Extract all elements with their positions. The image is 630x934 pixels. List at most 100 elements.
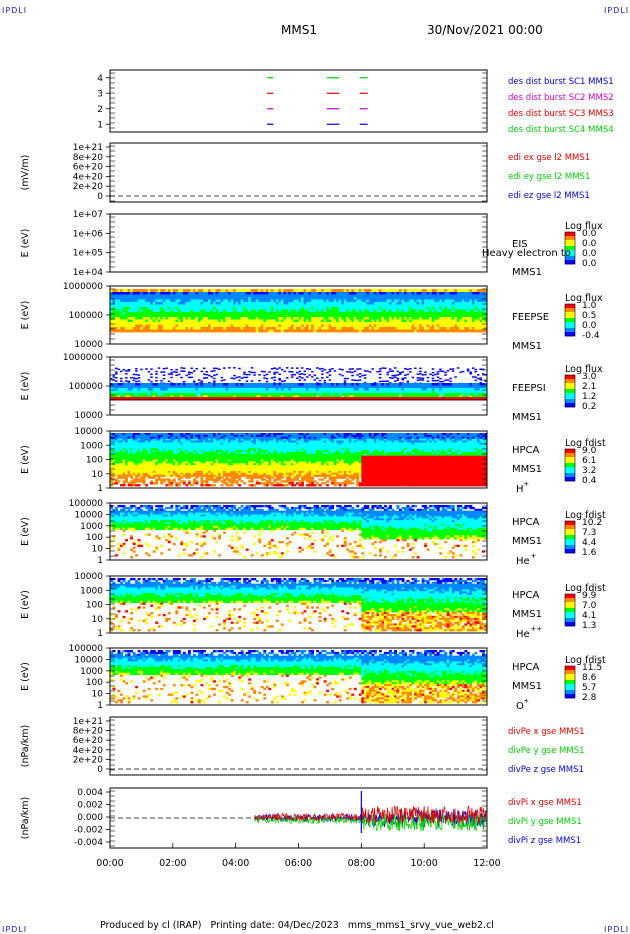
spectrogram-cell (115, 468, 118, 472)
spectrogram-cell (250, 397, 254, 399)
spectrogram-cell (152, 299, 156, 303)
spectrogram-cell (263, 304, 267, 308)
colorbar-title: Log flux (565, 364, 603, 375)
spectrogram-cell (268, 304, 272, 308)
y-tick-label: 3 (97, 89, 103, 99)
spectrogram-cell (366, 289, 370, 292)
spectrogram-cell (167, 289, 171, 292)
spectrogram-cell (125, 433, 128, 436)
spectrogram-cell (155, 482, 159, 485)
spectrogram-cell (311, 319, 314, 323)
spectrogram-cell (373, 302, 377, 305)
spectrogram-cell (155, 451, 159, 455)
spectrogram-cell (358, 289, 362, 292)
spectrogram-cell (388, 304, 392, 308)
spectrogram-cell (115, 299, 118, 303)
spectrogram-cell (461, 329, 465, 333)
spectrogram-cell (258, 379, 261, 382)
spectrogram-cell (120, 451, 123, 455)
spectrogram-cell (436, 309, 440, 313)
spectrogram-cell (180, 451, 184, 455)
spectrogram-cell (117, 322, 121, 325)
spectrogram-cell (130, 457, 134, 460)
spectrogram-cell (112, 442, 116, 445)
spectrogram-cell (135, 388, 138, 391)
spectrogram-cell (213, 314, 216, 318)
spectrogram-cell (346, 393, 350, 396)
spectrogram-cell (112, 319, 116, 323)
spectrogram-cell (311, 297, 314, 300)
spectrogram-cell (401, 397, 405, 399)
spectrogram-cell (253, 374, 256, 376)
spectrogram-cell (185, 463, 189, 466)
spectrogram-cell (409, 383, 412, 386)
spectrogram-cell (285, 385, 289, 389)
spectrogram-cell (175, 297, 179, 300)
spectrogram-cell (140, 457, 144, 460)
spectrogram-cell (180, 314, 184, 318)
spectrogram-cell (429, 385, 433, 389)
spectrogram-cell (333, 322, 337, 325)
spectrogram-cell (225, 329, 229, 333)
spectrogram-cell (426, 329, 430, 333)
spectrogram-cell (444, 307, 448, 310)
spectrogram-cell (157, 393, 161, 396)
spectrogram-cell (142, 395, 146, 399)
spectrogram-cell (162, 459, 166, 462)
spectrogram-cell (175, 317, 179, 320)
spectrogram-cell (316, 319, 320, 323)
spectrogram-cell (265, 304, 269, 308)
spectrogram-cell (283, 309, 287, 313)
spectrogram-cell (331, 385, 334, 389)
spectrogram-cell (142, 470, 146, 474)
spectrogram-cell (363, 289, 367, 292)
spectrogram-cell (135, 319, 139, 323)
spectrogram-cell (245, 302, 249, 305)
spectrogram-cell (484, 329, 488, 333)
spectrogram-cell (484, 395, 488, 399)
spectrogram-cell (326, 302, 330, 305)
spectrogram-cell (255, 309, 259, 313)
spectrogram-cell (363, 304, 367, 308)
spectrogram-cell (233, 307, 237, 310)
spectrogram-cell (295, 377, 299, 380)
spectrogram-cell (170, 455, 174, 459)
spectrogram-cell (218, 385, 221, 389)
spectrogram-cells (110, 367, 488, 401)
spectrogram-cell (474, 368, 477, 371)
spectrogram-cell (145, 289, 148, 292)
spectrogram-cell (290, 329, 294, 333)
spectrogram-cell (208, 317, 211, 320)
spectrogram-cell (280, 327, 284, 330)
spectrogram-cell (396, 299, 400, 303)
spectrogram-cell (474, 324, 478, 328)
spectrogram-cell (177, 327, 181, 330)
spectrogram-cell (112, 294, 116, 298)
spectrogram-cell (278, 329, 282, 333)
spectrogram-cell (404, 297, 407, 300)
spectrogram-cell (110, 468, 113, 472)
spectrogram-cell (185, 433, 189, 436)
spectrogram-cell (110, 470, 113, 474)
spectrogram-cell (283, 304, 287, 308)
spectrogram-cell (270, 395, 274, 399)
spectrogram-cell (441, 397, 445, 399)
spectrogram-cell (135, 453, 139, 457)
spectrogram-cell (238, 302, 242, 305)
spectrogram-cell (263, 324, 267, 328)
spectrogram-cell (230, 294, 234, 298)
spectrogram-cell (115, 457, 118, 460)
spectrogram-cell (230, 307, 234, 310)
spectrogram-cell (152, 461, 156, 464)
spectrogram-cell (293, 312, 297, 315)
spectrogram-cell (391, 383, 395, 386)
spectrogram-cell (127, 382, 131, 384)
spectrogram-cell (265, 314, 269, 318)
spectrogram-cell (240, 299, 244, 303)
spectrogram-cell (200, 322, 204, 325)
spectrogram-cell (197, 307, 201, 310)
spectrogram-cell (122, 450, 126, 453)
spectrogram-cell (353, 307, 357, 310)
spectrogram-cell (429, 314, 433, 318)
spectrogram-cell (424, 393, 427, 396)
